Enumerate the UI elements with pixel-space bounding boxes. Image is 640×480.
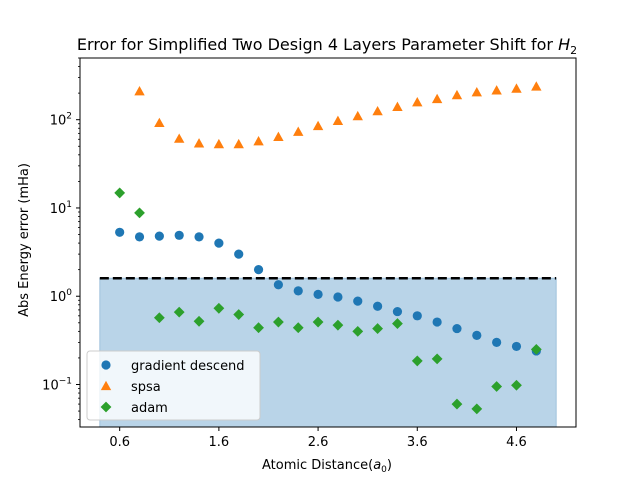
- data-point: [332, 115, 344, 126]
- x-tick-label: 3.6: [407, 435, 428, 450]
- data-point: [471, 403, 483, 415]
- data-point: [353, 296, 363, 306]
- data-point: [373, 301, 383, 311]
- data-point: [451, 398, 463, 410]
- y-tick-label: 10−1: [42, 377, 72, 394]
- data-point: [193, 315, 205, 327]
- data-point: [194, 232, 204, 242]
- data-point: [154, 231, 164, 241]
- data-point: [531, 81, 542, 91]
- data-point: [293, 286, 303, 296]
- data-point: [134, 232, 145, 242]
- legend-box: [86, 350, 261, 421]
- data-point: [352, 110, 363, 121]
- data-point: [471, 86, 482, 97]
- x-axis: 0.6 1.6 2.6 3.6 4.6: [109, 427, 527, 450]
- series-spsa: [134, 81, 542, 149]
- data-point: [530, 343, 542, 355]
- data-point: [253, 265, 264, 275]
- y-tick-label: 102: [50, 112, 72, 129]
- data-point: [431, 93, 443, 104]
- series-adam: [114, 187, 542, 415]
- data-point: [431, 353, 443, 365]
- data-point: [312, 120, 324, 131]
- data-point: [492, 337, 502, 347]
- data-point: [511, 83, 522, 93]
- y-tick-label: 100: [50, 288, 73, 305]
- data-point: [511, 379, 522, 391]
- data-point: [472, 330, 482, 340]
- data-point: [213, 302, 225, 314]
- data-point: [432, 317, 442, 327]
- data-point: [511, 341, 522, 352]
- data-point: [273, 280, 283, 290]
- data-point: [153, 312, 165, 324]
- data-point: [233, 138, 244, 149]
- data-point: [491, 85, 502, 95]
- x-tick-label: 2.6: [308, 435, 329, 450]
- y-tick-label: 101: [50, 200, 72, 217]
- data-point: [312, 316, 324, 328]
- data-point: [313, 289, 323, 299]
- y-axis-label: Abs Energy error (mHa): [17, 163, 32, 317]
- data-point: [332, 319, 344, 331]
- data-point: [174, 230, 184, 240]
- legend-marker: [100, 380, 112, 391]
- data-point: [273, 131, 284, 141]
- data-point: [411, 355, 423, 367]
- data-point: [253, 136, 264, 146]
- legend-marker: [101, 360, 111, 370]
- legend-marker: [100, 401, 112, 413]
- data-point: [174, 133, 185, 143]
- data-point: [452, 323, 462, 334]
- data-point: [233, 309, 245, 320]
- data-point: [213, 138, 225, 149]
- data-point: [451, 89, 463, 100]
- data-point: [392, 101, 403, 111]
- data-point: [134, 207, 145, 219]
- data-point: [491, 381, 503, 392]
- data-point: [412, 96, 423, 107]
- data-point: [234, 249, 244, 259]
- data-point: [372, 105, 383, 116]
- data-point: [273, 316, 284, 328]
- x-tick-label: 4.6: [506, 435, 527, 450]
- data-point: [154, 117, 165, 128]
- data-point: [134, 86, 145, 96]
- data-point: [214, 238, 224, 248]
- data-point: [392, 318, 403, 329]
- data-point: [352, 325, 364, 337]
- data-point: [293, 126, 304, 136]
- x-tick-label: 0.6: [109, 435, 130, 450]
- axes-frame: [79, 57, 577, 428]
- data-point: [392, 306, 403, 317]
- data-point: [292, 322, 304, 334]
- series-gradient-descend: [115, 227, 541, 356]
- data-point: [173, 306, 185, 318]
- chart-title: Error for Simplified Two Design 4 Layers…: [77, 35, 577, 57]
- data-point: [253, 322, 264, 334]
- data-point: [372, 323, 383, 334]
- data-point: [333, 292, 343, 302]
- legend-label: adam: [131, 401, 168, 416]
- data-point: [115, 227, 125, 237]
- legend: gradient descend spsa adam: [86, 350, 261, 421]
- data-point: [193, 138, 205, 148]
- x-tick-label: 1.6: [209, 435, 230, 450]
- data-marks: [114, 81, 542, 415]
- data-point: [412, 311, 422, 321]
- x-axis-label: Atomic Distance(a0): [262, 458, 392, 475]
- y-axis: 10−1 100 101 102: [42, 57, 80, 421]
- legend-label: gradient descend: [131, 359, 245, 374]
- data-point: [114, 187, 126, 199]
- legend-label: spsa: [131, 380, 161, 395]
